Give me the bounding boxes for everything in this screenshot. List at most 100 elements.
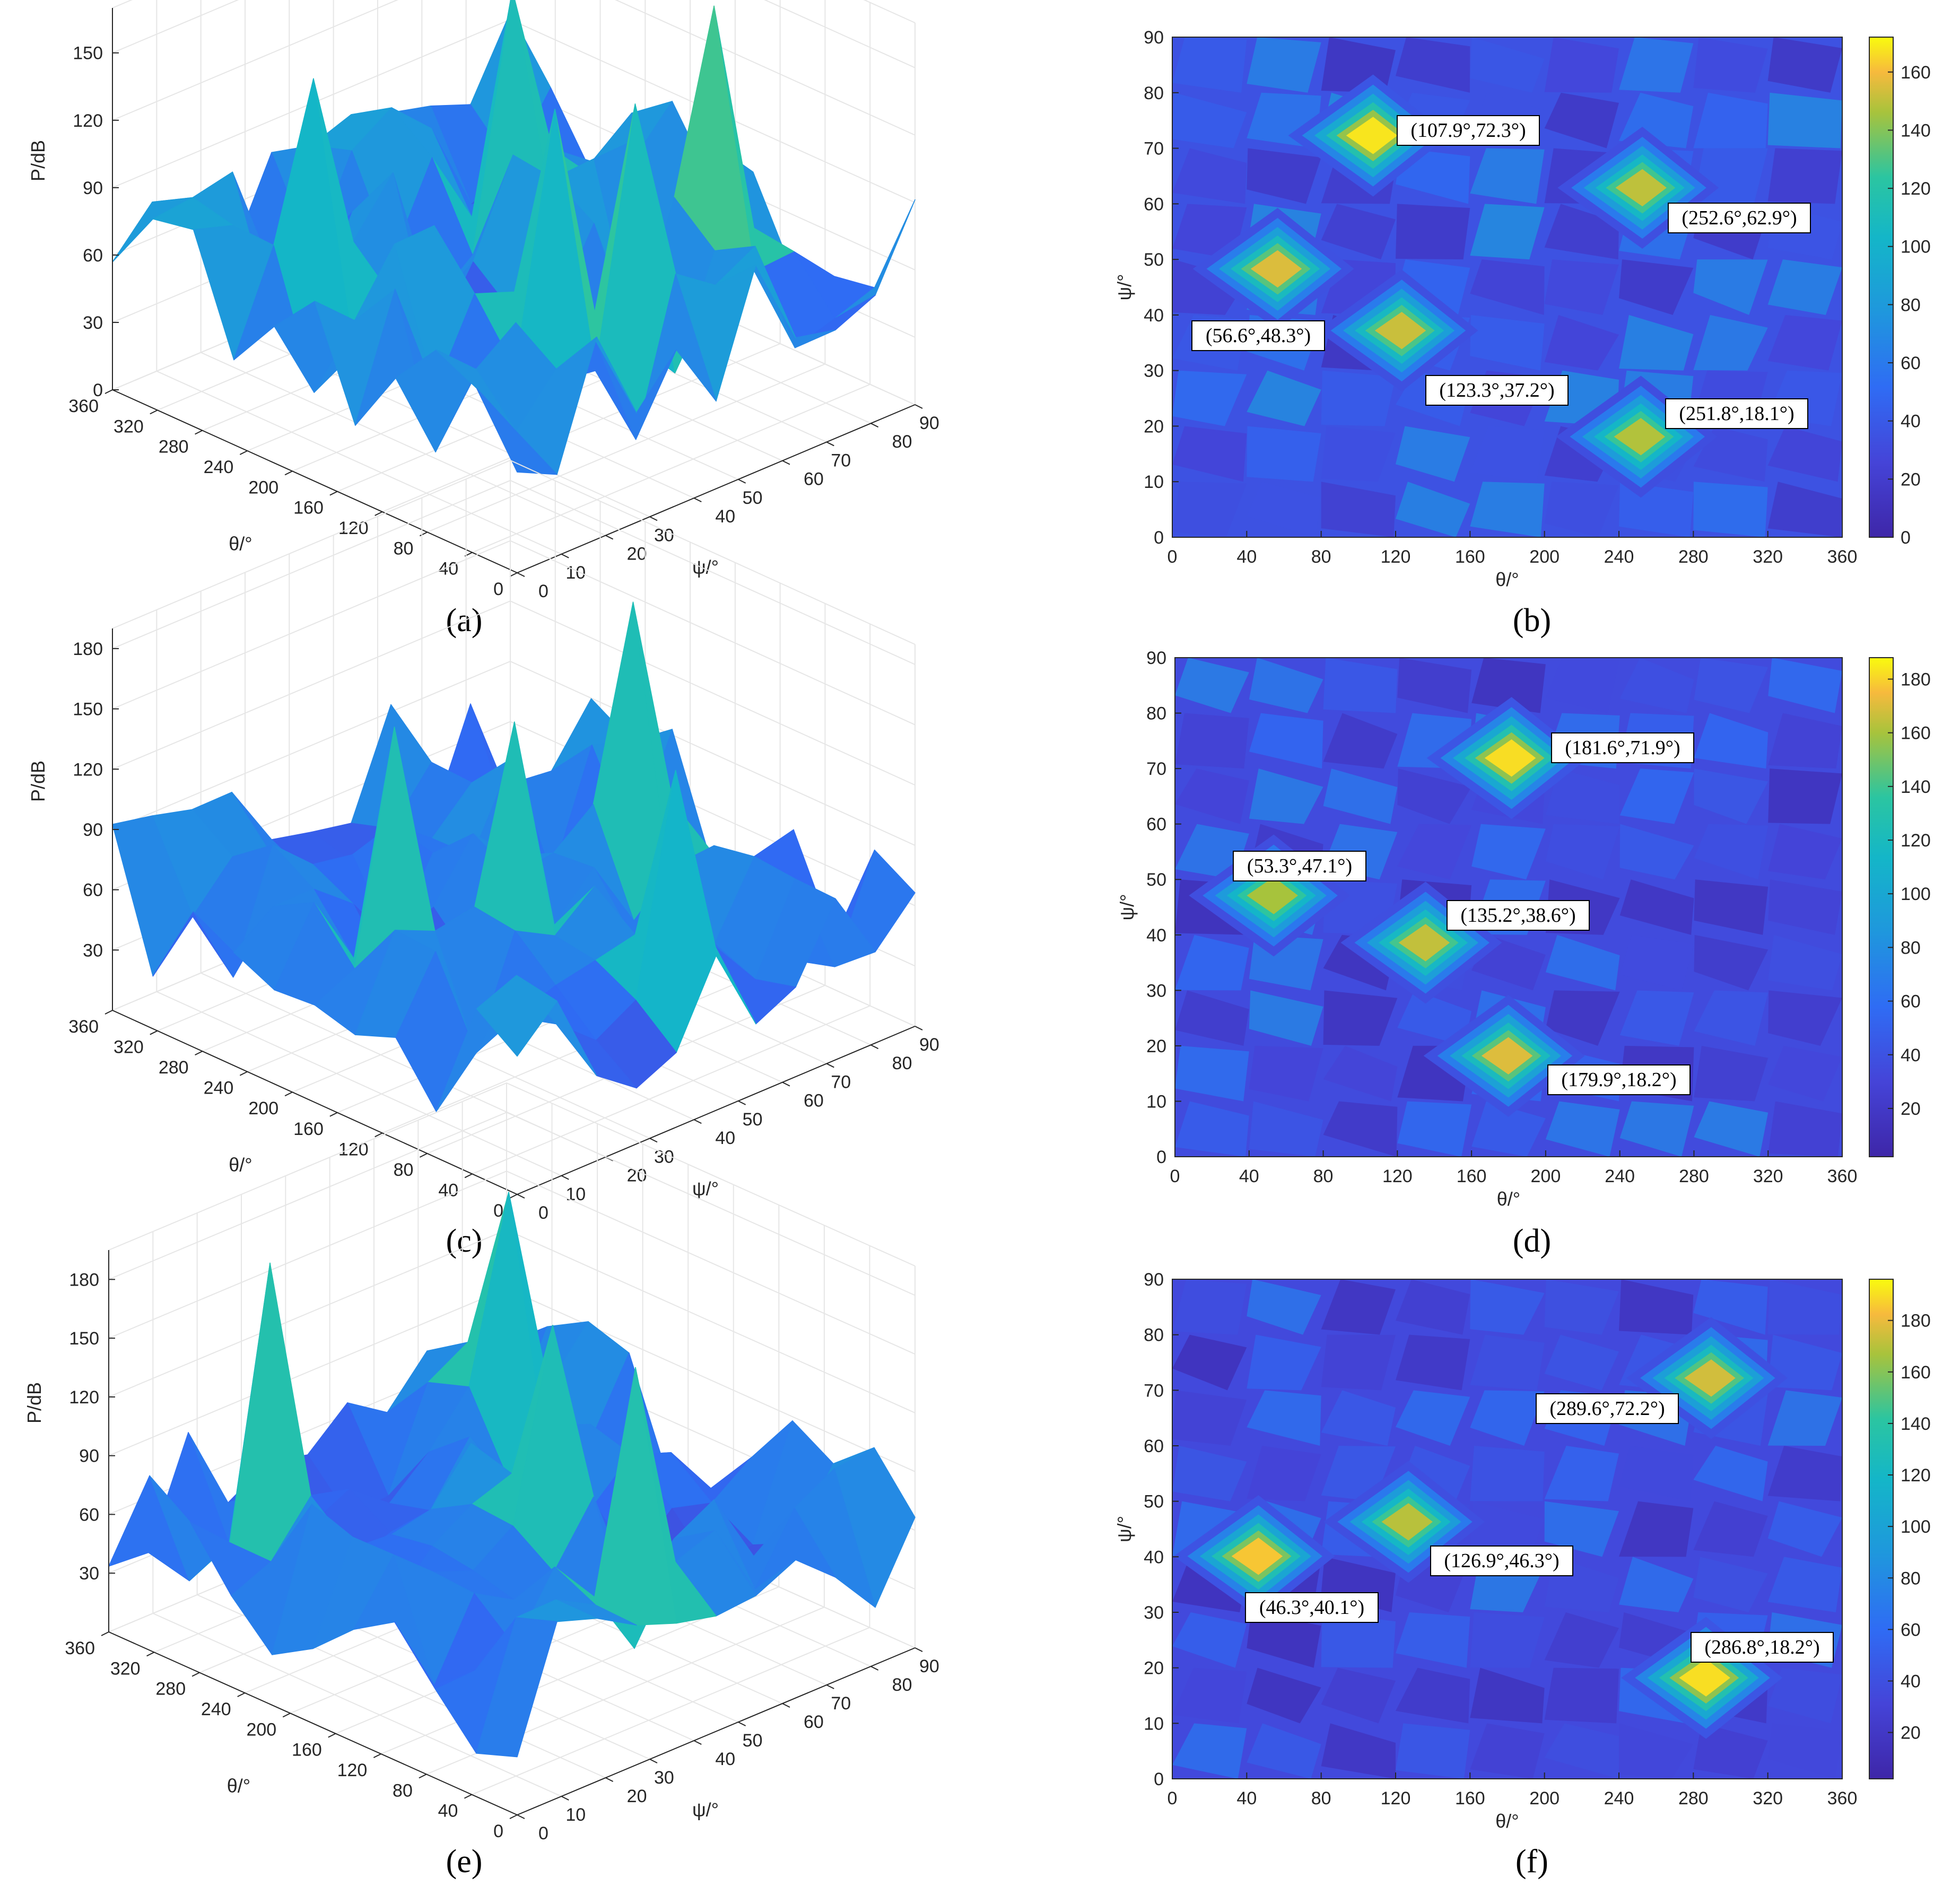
heatmap-cell — [1619, 315, 1694, 371]
heatmap-cell — [1321, 1612, 1396, 1668]
heatmap-cell — [1544, 37, 1619, 93]
peak-annotation-4: (123.3°,37.2°) — [1425, 375, 1569, 406]
annotation-text: (53.3°,47.1°) — [1247, 855, 1352, 877]
heatmap-cell — [1175, 658, 1249, 713]
y-tick-label: 10 — [1144, 1714, 1164, 1734]
theta-tick-label: 360 — [68, 1017, 99, 1037]
psi-tick-label: 50 — [743, 1731, 763, 1751]
colorbar-tick-label: 80 — [1901, 295, 1921, 315]
z-tick-label: 60 — [83, 880, 103, 901]
theta-tick-mark — [104, 1010, 113, 1015]
heatmap-cell — [1396, 482, 1470, 537]
theta-tick-mark — [374, 1132, 383, 1138]
heatmap-cell — [1693, 1446, 1768, 1501]
psi-axis-label: ψ/° — [692, 1178, 719, 1200]
heatmap-cell — [1768, 658, 1842, 713]
heatmap-cell — [1396, 259, 1470, 315]
x-tick-label: 40 — [1239, 1166, 1259, 1186]
x-tick-label: 200 — [1529, 547, 1560, 567]
annotation-text: (56.6°,48.3°) — [1206, 325, 1311, 347]
grid-line — [472, 1005, 870, 1175]
theta-tick-label: 320 — [114, 416, 144, 436]
colorbar-tick-label: 100 — [1901, 1517, 1931, 1537]
heatmap-cell — [1471, 1101, 1546, 1157]
heatmap-cell — [1767, 37, 1842, 93]
y-tick-label: 50 — [1144, 250, 1164, 270]
peak-contour — [1398, 924, 1450, 962]
z-tick-label: 120 — [73, 111, 103, 131]
heatmap-cell — [1544, 1667, 1619, 1724]
heatmap-cell — [1249, 713, 1323, 769]
heatmap-cell — [1693, 1279, 1768, 1335]
heatmap-cell — [1694, 1045, 1769, 1102]
y-tick-label: 50 — [1144, 1492, 1164, 1512]
theta-tick-label: 80 — [393, 1780, 413, 1801]
theta-tick-mark — [329, 1112, 338, 1117]
heatmap-cell — [1323, 713, 1398, 769]
panel-caption: (c) — [446, 1223, 483, 1259]
heatmap-cell — [1321, 426, 1396, 482]
psi-tick-mark — [517, 572, 525, 577]
heatmap-cell — [1470, 315, 1545, 371]
theta-tick-mark — [509, 1194, 518, 1199]
heatmap-cell — [1544, 315, 1619, 371]
colorbar-tick-label: 120 — [1901, 1465, 1931, 1486]
grid-line — [112, 600, 916, 786]
heatmap-cell — [1323, 1045, 1398, 1102]
heatmap-cell — [1619, 824, 1694, 880]
peak-contour — [1231, 1538, 1283, 1575]
heatmap-cell — [1247, 1334, 1321, 1391]
psi-tick-label: 0 — [538, 1203, 548, 1223]
x-axis-label: θ/° — [1495, 1810, 1519, 1832]
colorbar-tick-label: 140 — [1901, 1414, 1931, 1434]
peak-annotation-2: (53.3°,47.1°) — [1233, 851, 1366, 881]
peak-annotation-2: (252.6°,62.9°) — [1668, 203, 1811, 233]
psi-tick-mark — [826, 441, 834, 447]
heatmap-cell — [1249, 658, 1323, 713]
theta-tick-label: 360 — [65, 1638, 95, 1658]
y-tick-label: 50 — [1146, 870, 1166, 890]
y-tick-label: 70 — [1146, 759, 1166, 779]
heatmap-cell — [1470, 37, 1545, 93]
heatmap-cell — [1767, 148, 1842, 204]
grid-line — [112, 479, 916, 665]
heatmap-cell — [1767, 1557, 1842, 1612]
heatmap-cell — [1172, 1334, 1247, 1391]
x-tick-label: 200 — [1529, 1788, 1560, 1809]
heatmap-peak-4 — [1317, 269, 1478, 392]
theta-tick-label: 280 — [159, 1058, 189, 1078]
heatmap-cell — [1544, 1446, 1619, 1501]
psi-tick-mark — [649, 516, 658, 521]
heatmap-cell — [1323, 768, 1398, 824]
annotation-box — [1397, 115, 1540, 146]
peak-contour — [1484, 739, 1536, 777]
heatmap-cell — [1396, 1279, 1470, 1335]
theta-tick-label: 80 — [394, 538, 414, 558]
colorbar-tick-label: 180 — [1901, 1311, 1931, 1331]
heatmap-cell — [1545, 824, 1620, 880]
peak-contour — [1481, 1037, 1533, 1075]
peak-annotation-3: (46.3°,40.1°) — [1245, 1592, 1379, 1623]
heatmap-peak-1 — [1626, 1317, 1788, 1439]
heatmap-cell — [1321, 1667, 1396, 1724]
x-tick-label: 280 — [1678, 547, 1709, 567]
heatmap-cell — [1470, 1723, 1545, 1779]
colorbar-tick-label: 100 — [1901, 237, 1931, 257]
colorbar-tick-label: 40 — [1901, 1671, 1921, 1691]
annotation-box — [1425, 375, 1569, 406]
heatmap-cell — [1323, 658, 1398, 713]
x-tick-label: 0 — [1168, 1788, 1178, 1809]
heatmap-cell — [1768, 768, 1842, 824]
colorbar-tick-label: 120 — [1901, 179, 1931, 199]
psi-tick-mark — [782, 1703, 790, 1708]
heatmap-cell — [1545, 990, 1620, 1046]
annotation-box — [1191, 320, 1325, 351]
colorbar-tick-label: 60 — [1901, 1620, 1921, 1640]
heatmap-frame — [1174, 657, 1843, 1157]
heatmap-cell — [1544, 1334, 1619, 1391]
z-tick-label: 0 — [93, 380, 103, 400]
peak-contour — [1250, 250, 1302, 288]
psi-tick-mark — [870, 423, 879, 428]
